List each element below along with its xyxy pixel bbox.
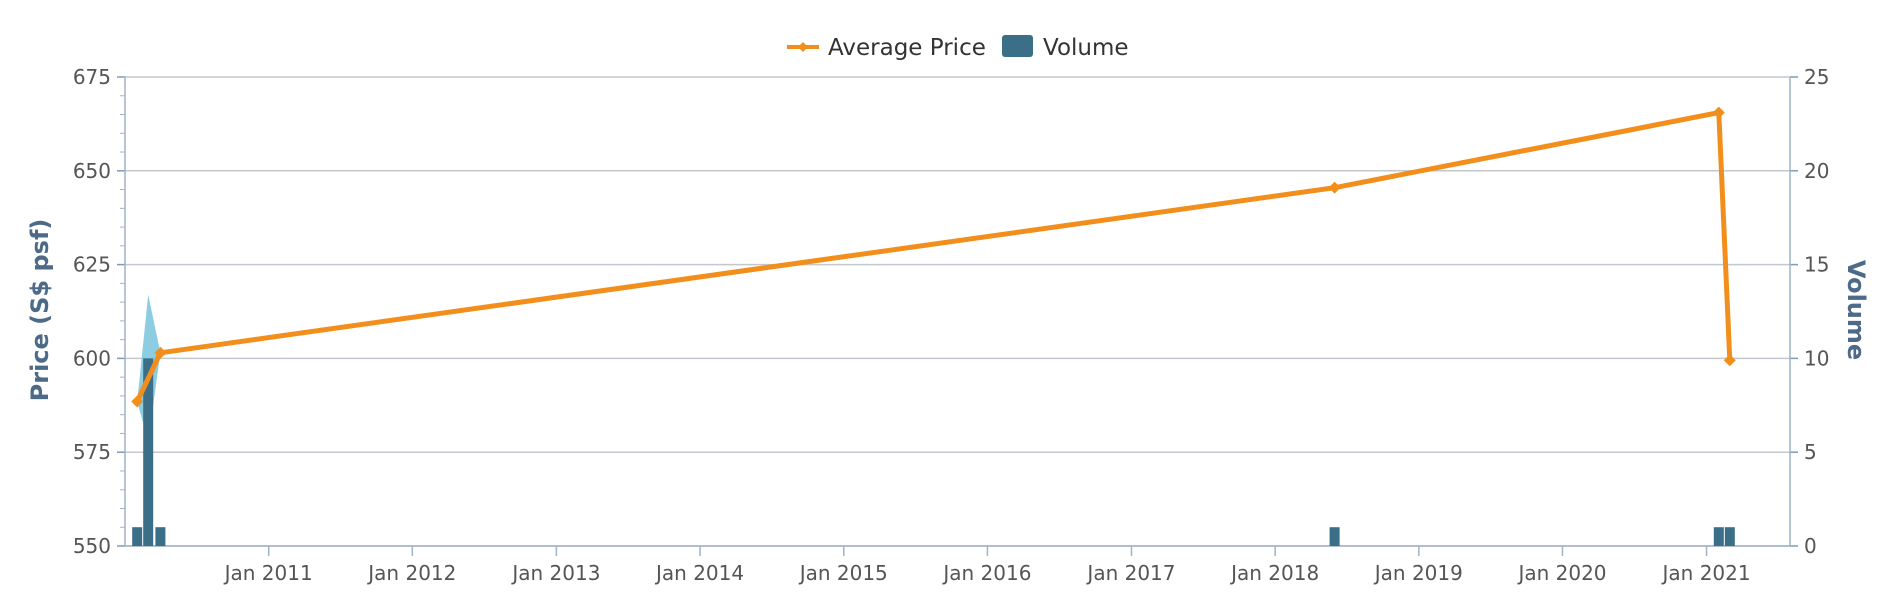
volume-bar (143, 358, 154, 546)
right-tick-label: 15 (1804, 253, 1829, 277)
x-tick-label: Jan 2019 (1373, 561, 1463, 585)
legend-item-volume[interactable]: Volume (1002, 35, 1129, 61)
chart-legend[interactable]: Average Price Volume (787, 35, 1129, 61)
left-tick-label: 625 (73, 253, 111, 277)
x-tick-label: Jan 2014 (654, 561, 744, 585)
left-axis: 550 575 600 625 650 675 (73, 65, 126, 558)
legend-label-volume: Volume (1043, 35, 1129, 61)
left-tick-label: 550 (73, 534, 111, 558)
x-tick-label: Jan 2018 (1229, 561, 1319, 585)
x-tick-label: Jan 2015 (798, 561, 888, 585)
average-price-point (1328, 181, 1341, 194)
volume-bar (1713, 527, 1724, 546)
average-price-point (154, 346, 167, 359)
left-tick-label: 575 (73, 440, 111, 464)
left-axis-minor-ticks (120, 95, 125, 528)
volume-bar (1329, 527, 1340, 546)
average-price-line (131, 106, 1736, 408)
x-tick-label: Jan 2016 (941, 561, 1031, 585)
x-tick-label: Jan 2012 (366, 561, 456, 585)
right-axis: 0 5 10 15 20 25 (1789, 65, 1829, 558)
right-tick-label: 20 (1804, 159, 1829, 183)
right-tick-label: 25 (1804, 65, 1829, 89)
average-price-point (131, 395, 144, 408)
left-axis-title: Price (S$ psf) (26, 219, 54, 402)
average-price-point (1712, 106, 1725, 119)
legend-label-average-price: Average Price (828, 35, 986, 61)
right-tick-label: 5 (1804, 440, 1817, 464)
left-tick-label: 675 (73, 65, 111, 89)
x-axis: Jan 2011 Jan 2012 Jan 2013 Jan 2014 Jan 2015… (125, 545, 1790, 585)
left-tick-label: 650 (73, 159, 111, 183)
volume-bar (155, 527, 166, 546)
x-tick-label: Jan 2013 (510, 561, 600, 585)
average-price-point (1723, 354, 1736, 367)
volume-bar (1724, 527, 1735, 546)
right-tick-label: 10 (1804, 346, 1829, 370)
x-tick-label: Jan 2020 (1516, 561, 1606, 585)
right-axis-title: Volume (1842, 260, 1870, 360)
left-tick-label: 600 (73, 346, 111, 370)
x-tick-label: Jan 2011 (223, 561, 313, 585)
right-tick-label: 0 (1804, 534, 1817, 558)
volume-bars (132, 358, 1735, 546)
legend-item-average-price[interactable]: Average Price (787, 35, 986, 61)
x-tick-label: Jan 2021 (1661, 561, 1751, 585)
volume-bar (132, 527, 143, 546)
x-tick-label: Jan 2017 (1085, 561, 1175, 585)
